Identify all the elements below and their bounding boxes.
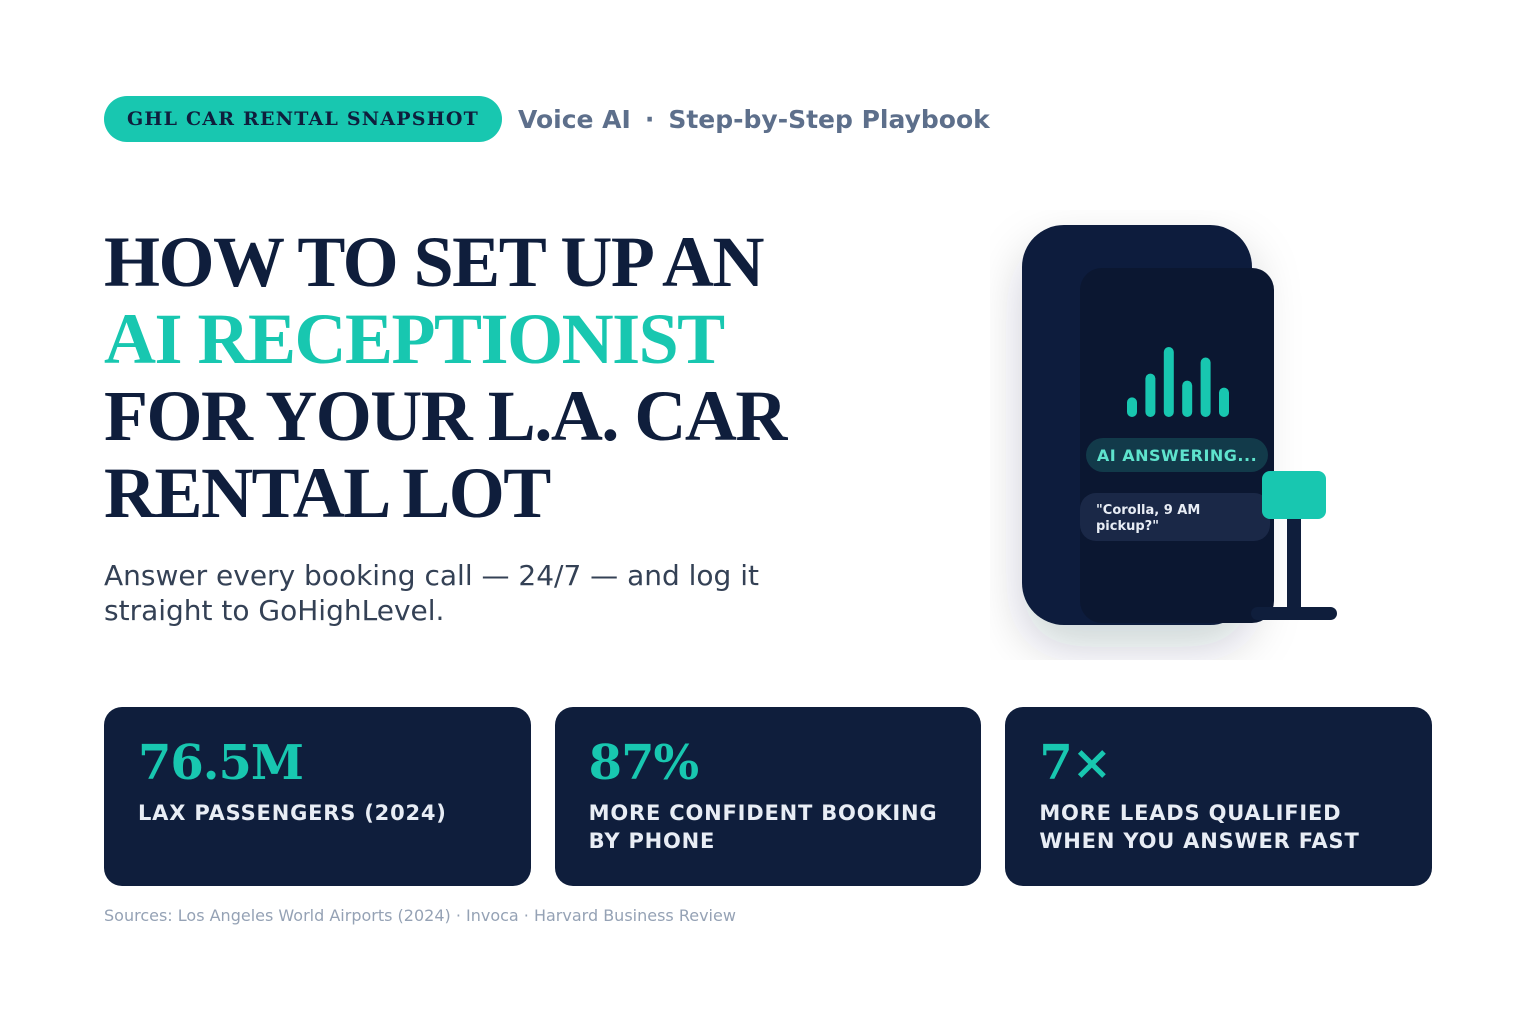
status-text: AI ANSWERING... (1097, 446, 1257, 465)
playbook-label: Step-by-Step Playbook (668, 104, 990, 134)
phone-illustration: AI ANSWERING... "Corolla, 9 AM pickup?" (1022, 225, 1337, 625)
transcript-line-1: "Corolla, 9 AM (1096, 503, 1200, 518)
stat-value: 87% (588, 735, 699, 791)
page-title: HOW TO SET UP AN AI RECEPTIONIST FOR YOU… (104, 224, 924, 532)
waveform-icon (1127, 347, 1229, 417)
waveform-bar (1219, 387, 1229, 417)
snapshot-badge: GHL CAR RENTAL SNAPSHOT (104, 96, 502, 142)
transcript-text: "Corolla, 9 AM pickup?" (1096, 503, 1205, 534)
stat-card-confidence: 87% MORE CONFIDENT BOOKING BY PHONE (554, 707, 982, 886)
stat-label: MORE CONFIDENT BOOKING BY PHONE (588, 801, 938, 853)
transcript-line-2: pickup?" (1096, 519, 1159, 534)
header-bar: GHL CAR RENTAL SNAPSHOT Voice AI · Step-… (104, 96, 990, 142)
stat-value: 7× (1039, 735, 1112, 791)
kiosk-stand-icon (1251, 471, 1337, 620)
stat-card-leads: 7× MORE LEADS QUALIFIED WHEN YOU ANSWER … (1005, 707, 1433, 886)
title-line-accent: AI RECEPTIONIST (104, 299, 725, 379)
waveform-bar (1200, 357, 1211, 417)
stat-value: 76.5M (138, 735, 304, 791)
waveform-bar (1145, 373, 1156, 417)
title-line-1: HOW TO SET UP AN (104, 222, 764, 302)
title-line-3: FOR YOUR L.A. CAR (104, 376, 787, 456)
transcript-bubble (1080, 493, 1270, 541)
stats-row: 76.5M LAX PASSENGERS (2024) 87% MORE CON… (104, 707, 1433, 886)
waveform-bar (1182, 380, 1193, 417)
sources-footnote: Sources: Los Angeles World Airports (202… (104, 906, 736, 925)
separator-dot: · (644, 104, 655, 134)
status-pill (1086, 438, 1268, 472)
waveform-bar (1127, 397, 1137, 417)
hero-description: Answer every booking call — 24/7 — and l… (104, 559, 759, 627)
header-meta: Voice AI · Step-by-Step Playbook (518, 105, 990, 134)
waveform-bar (1163, 347, 1174, 417)
title-line-4: RENTAL LOT (104, 453, 551, 533)
stat-label: LAX PASSENGERS (2024) (138, 801, 447, 825)
category-label: Voice AI (517, 104, 631, 134)
stat-card-passengers: 76.5M LAX PASSENGERS (2024) (104, 707, 531, 886)
stat-label: MORE LEADS QUALIFIED WHEN YOU ANSWER FAS… (1039, 801, 1360, 853)
